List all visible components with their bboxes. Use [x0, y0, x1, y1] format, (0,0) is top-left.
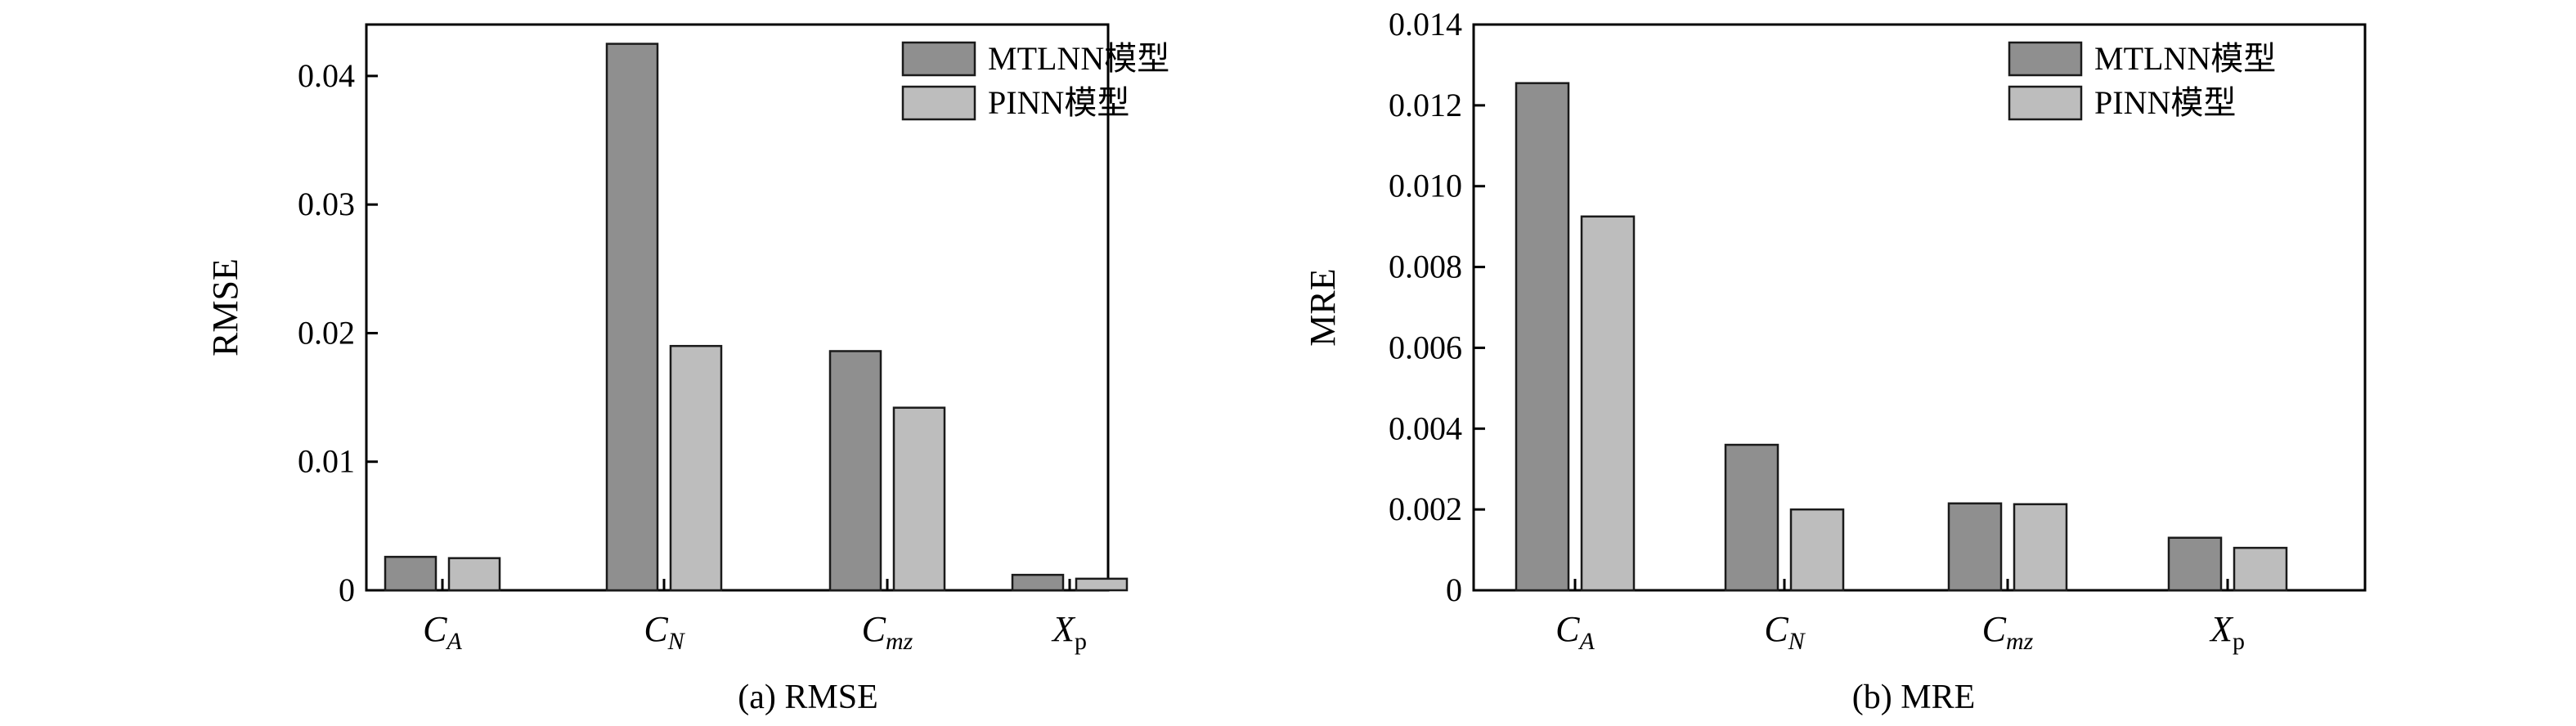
- legend-swatch-pinn: [2008, 85, 2083, 121]
- legend-swatch-mtlnn: [901, 41, 976, 77]
- bar-pinn: [1789, 508, 1845, 592]
- y-tick-label: 0: [1446, 571, 1462, 608]
- x-tick-label: CN: [644, 609, 685, 655]
- x-tick-label: Cmz: [862, 609, 913, 655]
- y-tick-label: 0.004: [1389, 410, 1462, 446]
- y-axis-label: RMSE: [205, 258, 245, 356]
- y-tick-label: 0.014: [1389, 6, 1462, 43]
- legend-label-pinn: PINN模型: [988, 84, 1129, 121]
- x-tick-label: Xp: [1051, 609, 1087, 655]
- y-tick-label: 0.006: [1389, 329, 1462, 365]
- x-tick-label: CN: [1764, 609, 1806, 655]
- plot-frame: [365, 23, 1110, 592]
- y-axis-label: MRE: [1303, 268, 1343, 346]
- bar-pinn: [2233, 546, 2288, 592]
- bar-mtlnn: [1011, 573, 1065, 592]
- bar-pinn: [1075, 577, 1129, 592]
- bar-pinn: [669, 344, 723, 592]
- y-tick-label: 0.04: [298, 57, 355, 94]
- chart-panel-rmse: 0 0.01 0.02 0.03 0.04 RMSE CA CN Cmz Xp MTLNN模型 PIN…: [205, 23, 1169, 716]
- legend-label-pinn: PINN模型: [2094, 84, 2236, 121]
- y-tick-label: 0.010: [1389, 168, 1462, 204]
- bar-mtlnn: [2167, 536, 2223, 592]
- legend-label-mtlnn: MTLNN模型: [988, 40, 1169, 77]
- bar-pinn: [1580, 215, 1636, 592]
- legend-label-mtlnn: MTLNN模型: [2094, 40, 2276, 77]
- y-tick-label: 0: [339, 571, 355, 608]
- x-tick-label: CA: [423, 609, 462, 655]
- x-tick-label: Cmz: [1982, 609, 2034, 655]
- y-tick-label: 0.01: [298, 443, 355, 480]
- bar-mtlnn: [1724, 443, 1779, 592]
- legend-swatch-mtlnn: [2008, 41, 2083, 77]
- legend-swatch-pinn: [901, 85, 976, 121]
- bar-mtlnn: [828, 350, 882, 592]
- bar-pinn: [892, 406, 946, 592]
- bar-mtlnn: [1515, 82, 1570, 592]
- bar-mtlnn: [1947, 502, 2003, 592]
- panel-caption: (b) MRE: [1852, 679, 1976, 716]
- panel-caption: (a) RMSE: [738, 679, 878, 716]
- bar-mtlnn: [384, 555, 438, 592]
- plot-frame: [1472, 23, 2367, 592]
- x-tick-label: CA: [1555, 609, 1595, 655]
- bar-pinn: [447, 557, 501, 592]
- x-tick-label: Xp: [2209, 609, 2245, 655]
- y-tick-label: 0.008: [1389, 249, 1462, 285]
- bar-pinn: [2013, 503, 2068, 592]
- y-tick-label: 0.03: [298, 186, 355, 222]
- bar-mtlnn: [605, 43, 659, 592]
- y-tick-label: 0.002: [1389, 491, 1462, 527]
- chart-panel-mre: 0 0.002 0.004 0.006 0.008 0.010 0.012 0.014 MRE C…: [1303, 6, 2367, 716]
- y-tick-label: 0.012: [1389, 87, 1462, 123]
- y-tick-label: 0.02: [298, 314, 355, 351]
